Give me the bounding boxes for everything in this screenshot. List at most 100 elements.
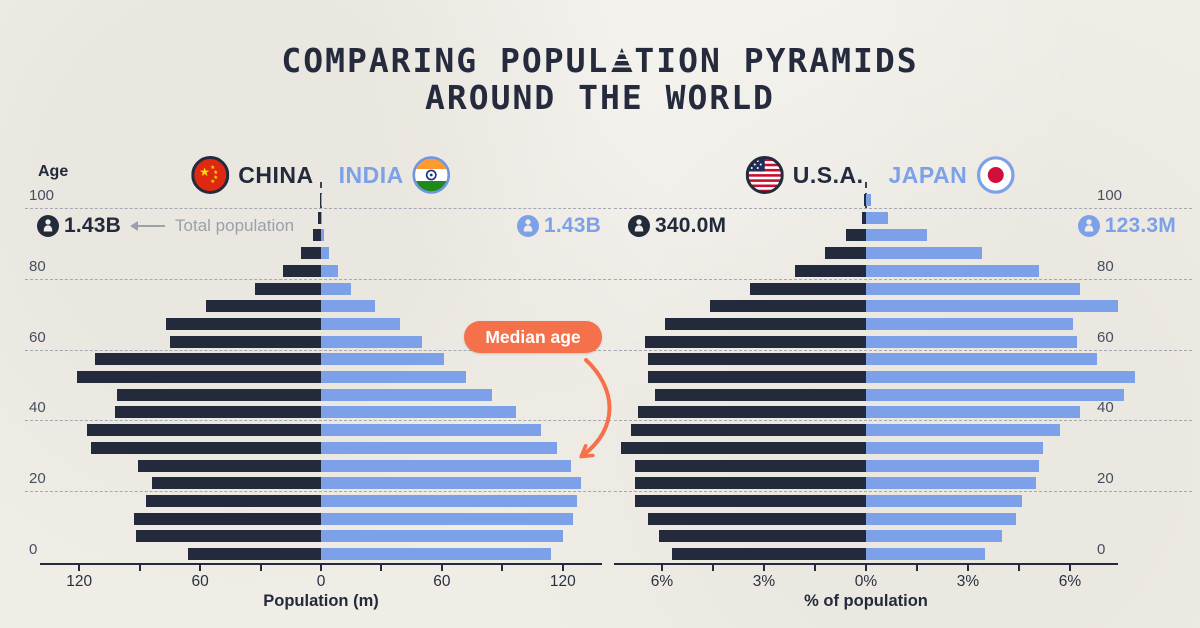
title-line-2: AROUND THE WORLD	[425, 78, 775, 117]
x-tick-label-6%: 6%	[650, 573, 674, 590]
bar-japan-35-39	[866, 424, 1060, 437]
bar-india-55-59	[321, 353, 444, 366]
page-title: COMPARING POPUL TION PYRAMIDS AROUND THE …	[0, 42, 1200, 116]
x-axis-tick	[561, 565, 564, 571]
age-tick-label-20: 20	[1097, 470, 1114, 488]
bar-india-100+	[321, 194, 322, 206]
bar-usa-100+	[863, 194, 866, 206]
bar-japan-50-54	[866, 371, 1135, 383]
japan-flag-icon	[976, 156, 1015, 194]
median-age-arrow-icon	[579, 358, 612, 459]
bar-china-65-69	[165, 317, 321, 330]
bar-china-0-4	[188, 548, 321, 560]
person-icon-dark	[628, 215, 650, 237]
country-label-usa: U.S.A.	[792, 161, 864, 188]
svg-text:★: ★	[210, 165, 215, 171]
bar-china-5-9	[135, 530, 321, 543]
china-india-header: ★ ★ ★ ★ ★ CHINA INDIA	[191, 156, 451, 194]
bar-india-0-4	[321, 548, 551, 560]
bar-japan-100+	[866, 194, 872, 206]
x-axis-tick	[380, 565, 383, 571]
bar-japan-25-29	[866, 459, 1040, 472]
bar-china-35-39	[87, 424, 321, 437]
x-axis-tick	[712, 565, 714, 571]
bar-china-45-49	[117, 388, 321, 401]
bar-japan-80-84	[866, 264, 1040, 277]
age-tick-label-0: 0	[1097, 541, 1106, 558]
svg-text:★: ★	[213, 170, 218, 176]
china-total-population: 1.43B Total population	[37, 214, 294, 238]
bar-japan-15-19	[866, 494, 1023, 507]
person-icon-blue	[1077, 215, 1100, 237]
person-icon-dark	[37, 215, 59, 237]
x-axis-tick	[661, 565, 663, 571]
x-tick-label-3%: 3%	[956, 573, 980, 590]
china-flag-icon: ★ ★ ★ ★ ★	[191, 156, 230, 194]
bar-japan-45-49	[866, 388, 1125, 401]
bar-china-75-79	[254, 282, 321, 295]
bar-usa-95-99	[861, 211, 866, 224]
bar-china-85-89	[300, 247, 321, 260]
bar-japan-90-94	[866, 229, 928, 242]
age-tick-label-0: 0	[29, 541, 38, 558]
gridline-age-20	[25, 491, 611, 493]
bar-usa-90-94	[845, 229, 866, 242]
age-axis-title: Age	[38, 163, 69, 180]
x-axis-title-population: Population (m)	[263, 592, 379, 610]
bar-india-60-64	[321, 335, 422, 348]
x-axis-tick	[138, 565, 141, 571]
gridline-age-40	[614, 420, 1192, 422]
usa-japan-header: U.S.A. JAPAN	[745, 156, 1015, 194]
bar-usa-5-9	[658, 530, 866, 543]
age-tick-label-60: 60	[29, 328, 46, 346]
bar-china-95-99	[318, 211, 321, 224]
bar-india-50-54	[321, 371, 467, 383]
x-tick-label-60: 60	[433, 573, 451, 590]
bar-india-20-24	[321, 477, 581, 490]
svg-text:★: ★	[199, 165, 210, 179]
bar-china-50-54	[77, 371, 321, 383]
bar-india-35-39	[321, 424, 541, 437]
bar-china-90-94	[312, 229, 321, 242]
gridline-age-100	[25, 208, 611, 209]
gridline-age-20	[614, 491, 1192, 493]
title-line1-post: TION PYRAMIDS	[634, 41, 919, 80]
bar-india-95-99	[321, 211, 322, 224]
bar-japan-30-34	[866, 441, 1043, 454]
bar-india-45-49	[321, 388, 493, 401]
bar-japan-55-59	[866, 353, 1098, 366]
bar-japan-60-64	[866, 335, 1077, 348]
age-tick-label-20: 20	[29, 470, 46, 488]
bar-japan-10-14	[866, 512, 1016, 525]
bar-india-10-14	[321, 512, 573, 525]
age-tick-label-40: 40	[1097, 399, 1114, 417]
bar-india-75-79	[321, 282, 352, 295]
india-total-value: 1.43B	[543, 214, 601, 237]
bar-china-60-64	[169, 335, 321, 348]
bar-japan-5-9	[866, 530, 1002, 543]
gridline-age-80	[614, 278, 1192, 280]
bar-usa-50-54	[648, 371, 866, 383]
bar-china-30-34	[91, 441, 321, 454]
x-axis-line	[614, 563, 1118, 566]
japan-total-value: 123.3M	[1104, 214, 1176, 237]
bar-india-30-34	[321, 441, 557, 454]
x-tick-label-0: 0	[316, 573, 326, 590]
x-axis-tick	[259, 565, 262, 571]
svg-text:★: ★	[213, 175, 218, 181]
bar-usa-0-4	[672, 548, 866, 560]
x-tick-label-120: 120	[549, 573, 576, 590]
bar-usa-30-34	[621, 441, 866, 454]
bar-usa-25-29	[634, 459, 866, 472]
japan-total-population: 123.3M	[1077, 214, 1176, 238]
age-tick-label-80: 80	[29, 257, 46, 275]
usa-total-value: 340.0M	[655, 214, 727, 237]
bar-china-40-44	[115, 406, 321, 419]
bar-usa-15-19	[634, 494, 866, 507]
bar-china-15-19	[145, 494, 321, 507]
bar-china-55-59	[95, 353, 321, 366]
usa-japan-pyramid: U.S.A. JAPAN 340.0M 123.3M	[614, 140, 1192, 626]
bar-japan-95-99	[866, 211, 888, 224]
bar-japan-40-44	[866, 406, 1081, 419]
country-label-japan: JAPAN	[888, 161, 968, 188]
